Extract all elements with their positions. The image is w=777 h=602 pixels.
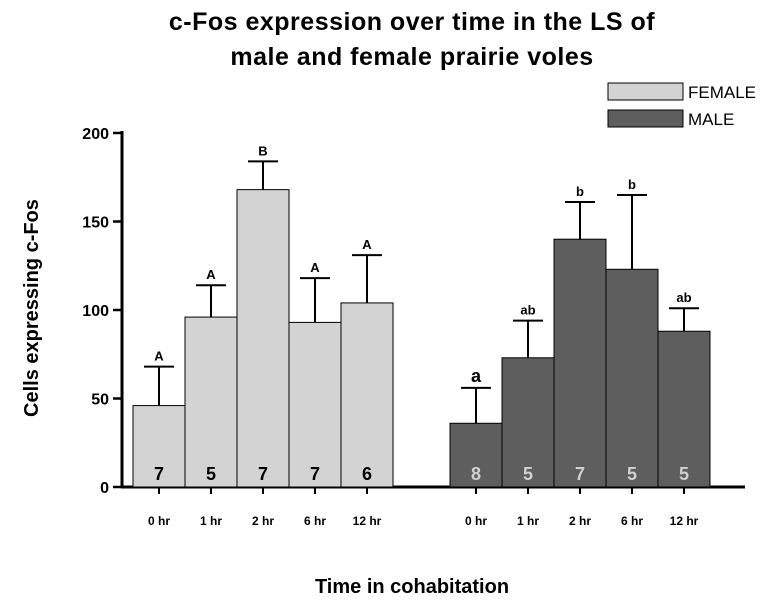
legend-swatch-male <box>607 109 684 128</box>
x-tick-label: 0 hr <box>465 514 487 528</box>
n-label-female: 7 <box>310 464 320 484</box>
bar-male <box>605 268 659 488</box>
legend-swatch-female <box>607 82 684 101</box>
significance-label-male: a <box>471 366 482 386</box>
significance-label-female: A <box>206 267 216 282</box>
y-tick-label: 200 <box>82 126 109 143</box>
bar-female <box>132 405 186 488</box>
legend-label-female: FEMALE <box>688 83 756 102</box>
chart-title-line2: male and female prairie voles <box>230 43 593 71</box>
significance-label-female: A <box>362 237 372 252</box>
n-label-female: 6 <box>362 464 372 484</box>
n-label-male: 5 <box>679 464 689 484</box>
chart-title-line1: c-Fos expression over time in the LS of <box>169 8 655 36</box>
significance-label-female: A <box>154 349 164 364</box>
y-axis-title: Cells expressing c-Fos <box>21 199 43 417</box>
y-tick-label: 50 <box>91 392 109 409</box>
bar-male <box>553 238 607 488</box>
bar-female <box>236 189 290 488</box>
n-label-female: 7 <box>258 464 268 484</box>
bar-male <box>449 422 503 488</box>
x-tick-label: 6 hr <box>621 514 643 528</box>
bar-male <box>501 357 555 488</box>
n-label-male: 5 <box>627 464 637 484</box>
x-axis-title: Time in cohabitation <box>315 576 509 598</box>
legend: FEMALE MALE <box>607 82 756 129</box>
x-tick-label: 1 hr <box>200 514 222 528</box>
bar-female <box>288 321 342 488</box>
x-tick-label: 2 hr <box>252 514 274 528</box>
x-tick-label: 12 hr <box>353 514 382 528</box>
y-tick-label: 100 <box>82 303 109 320</box>
x-tick-label: 2 hr <box>569 514 591 528</box>
n-label-female: 7 <box>154 464 164 484</box>
significance-label-male: ab <box>520 303 535 318</box>
n-label-male: 5 <box>523 464 533 484</box>
bar-female <box>340 302 394 488</box>
n-label-female: 5 <box>206 464 216 484</box>
significance-label-male: b <box>576 184 584 199</box>
x-tick-label: 12 hr <box>670 514 699 528</box>
significance-label-male: b <box>628 177 636 192</box>
bar-male <box>657 330 711 488</box>
significance-label-female: B <box>258 143 267 158</box>
x-tick-label: 6 hr <box>304 514 326 528</box>
labels: A 7 0 hr A 5 1 hr B 7 2 hr A 7 6 hr A 6 12 hr a 8 0 hr ab 5… <box>148 143 699 528</box>
n-label-male: 8 <box>471 464 481 484</box>
legend-label-male: MALE <box>688 110 734 129</box>
y-tick-label: 0 <box>100 480 109 497</box>
bar-female <box>184 316 238 488</box>
x-tick-label: 0 hr <box>148 514 170 528</box>
significance-label-female: A <box>310 260 320 275</box>
significance-label-male: ab <box>676 290 691 305</box>
x-tick-label: 1 hr <box>517 514 539 528</box>
bars <box>132 160 711 488</box>
n-label-male: 7 <box>575 464 585 484</box>
y-tick-label: 150 <box>82 215 109 232</box>
